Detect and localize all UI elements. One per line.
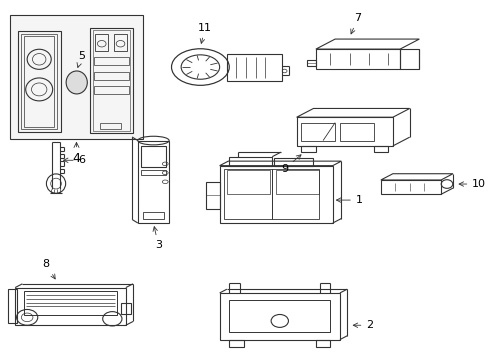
Bar	[141, 146, 165, 167]
Bar	[10, 15, 142, 139]
Bar	[306, 59, 315, 66]
Bar	[142, 212, 164, 220]
Bar	[89, 28, 133, 134]
Bar	[315, 49, 399, 69]
Bar	[100, 123, 121, 129]
Bar	[24, 291, 117, 315]
Bar	[226, 170, 269, 194]
Bar	[226, 54, 282, 81]
Text: 4: 4	[72, 143, 80, 165]
Bar	[301, 123, 334, 140]
Bar	[219, 293, 339, 339]
Text: 7: 7	[350, 13, 361, 34]
Bar	[15, 288, 125, 325]
Text: 2: 2	[352, 320, 373, 330]
Bar	[229, 339, 243, 347]
Bar	[373, 146, 387, 152]
Bar	[229, 157, 272, 166]
Bar	[224, 169, 271, 220]
Bar	[276, 170, 319, 194]
Bar	[296, 117, 392, 146]
Bar	[21, 34, 58, 129]
Bar	[273, 158, 313, 166]
Bar	[121, 303, 130, 314]
Bar	[93, 86, 129, 94]
Bar	[94, 34, 108, 51]
Bar	[301, 146, 315, 152]
Text: 11: 11	[198, 23, 212, 43]
Bar	[271, 169, 319, 220]
Bar	[93, 57, 129, 65]
Bar	[339, 123, 373, 140]
Text: 1: 1	[336, 195, 362, 205]
Bar	[24, 36, 54, 127]
Bar	[138, 140, 169, 223]
Bar	[141, 170, 165, 175]
Bar	[18, 31, 61, 132]
Ellipse shape	[66, 71, 87, 94]
Bar	[219, 166, 332, 223]
Bar	[114, 34, 127, 51]
Bar	[8, 289, 17, 323]
Bar	[399, 49, 419, 69]
Text: 9: 9	[281, 155, 301, 174]
Text: 10: 10	[458, 179, 485, 189]
Bar	[92, 30, 130, 131]
Text: 8: 8	[42, 260, 55, 279]
Bar	[206, 182, 219, 209]
Text: 3: 3	[153, 227, 162, 250]
Text: 5: 5	[77, 50, 85, 67]
Bar	[93, 72, 129, 80]
Bar	[229, 300, 329, 332]
Bar	[380, 180, 440, 194]
Text: 6: 6	[63, 155, 85, 165]
Bar	[315, 339, 329, 347]
